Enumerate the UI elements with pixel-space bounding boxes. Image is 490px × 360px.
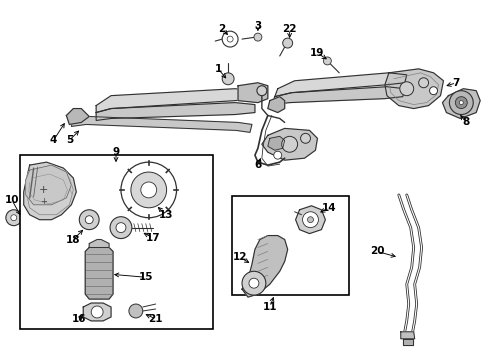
Polygon shape [385,69,443,109]
Text: 13: 13 [158,210,173,220]
Circle shape [131,172,167,208]
Circle shape [242,271,266,295]
Circle shape [257,86,267,96]
Text: 15: 15 [139,272,153,282]
Text: 20: 20 [370,247,384,256]
Text: 4: 4 [50,135,57,145]
Text: 6: 6 [254,160,262,170]
Circle shape [282,136,297,152]
Circle shape [449,91,473,114]
Text: +: + [39,185,48,195]
Bar [20,155,213,329]
Circle shape [283,38,293,48]
Text: 14: 14 [322,203,337,213]
Text: +: + [40,197,47,206]
Circle shape [121,162,176,218]
Polygon shape [72,117,252,132]
Text: 2: 2 [219,24,226,34]
Polygon shape [83,303,111,321]
Text: 5: 5 [66,135,73,145]
Circle shape [222,73,234,85]
Polygon shape [96,89,255,113]
Polygon shape [403,339,413,345]
Text: 12: 12 [233,252,247,262]
Text: 19: 19 [310,48,324,58]
Circle shape [129,304,143,318]
Polygon shape [25,165,72,205]
Circle shape [6,210,22,226]
Text: 11: 11 [263,302,277,312]
Polygon shape [24,162,76,220]
Circle shape [227,36,233,42]
Text: 7: 7 [453,78,460,88]
Circle shape [254,33,262,41]
Circle shape [249,278,259,288]
Circle shape [91,306,103,318]
Circle shape [302,212,318,228]
Circle shape [400,82,414,96]
Text: 1: 1 [215,64,222,74]
Polygon shape [238,83,268,103]
Text: 8: 8 [463,117,470,127]
Circle shape [323,57,331,65]
Text: 3: 3 [254,21,262,31]
Polygon shape [242,235,288,297]
Circle shape [455,96,467,109]
Polygon shape [89,239,109,247]
Circle shape [11,215,17,221]
Polygon shape [295,206,325,234]
Circle shape [459,100,464,105]
Text: 16: 16 [72,314,87,324]
Polygon shape [272,87,405,105]
Circle shape [308,217,314,223]
Text: 9: 9 [112,147,120,157]
Polygon shape [442,89,480,118]
Text: 17: 17 [146,233,160,243]
Circle shape [274,151,282,159]
Polygon shape [401,332,415,339]
Circle shape [430,87,438,95]
Bar [232,196,349,295]
Polygon shape [85,247,113,299]
Circle shape [418,78,429,88]
Polygon shape [262,129,318,160]
Circle shape [79,210,99,230]
Polygon shape [96,103,255,121]
Polygon shape [275,73,407,96]
Circle shape [300,133,311,143]
Circle shape [141,182,157,198]
Circle shape [116,223,126,233]
Text: 10: 10 [4,195,19,205]
Polygon shape [268,136,285,150]
Circle shape [222,31,238,47]
Circle shape [110,217,132,239]
Polygon shape [268,96,285,113]
Text: 22: 22 [282,24,297,34]
Text: 21: 21 [148,314,163,324]
Text: 18: 18 [66,234,80,244]
Circle shape [85,216,93,224]
Polygon shape [66,109,89,125]
